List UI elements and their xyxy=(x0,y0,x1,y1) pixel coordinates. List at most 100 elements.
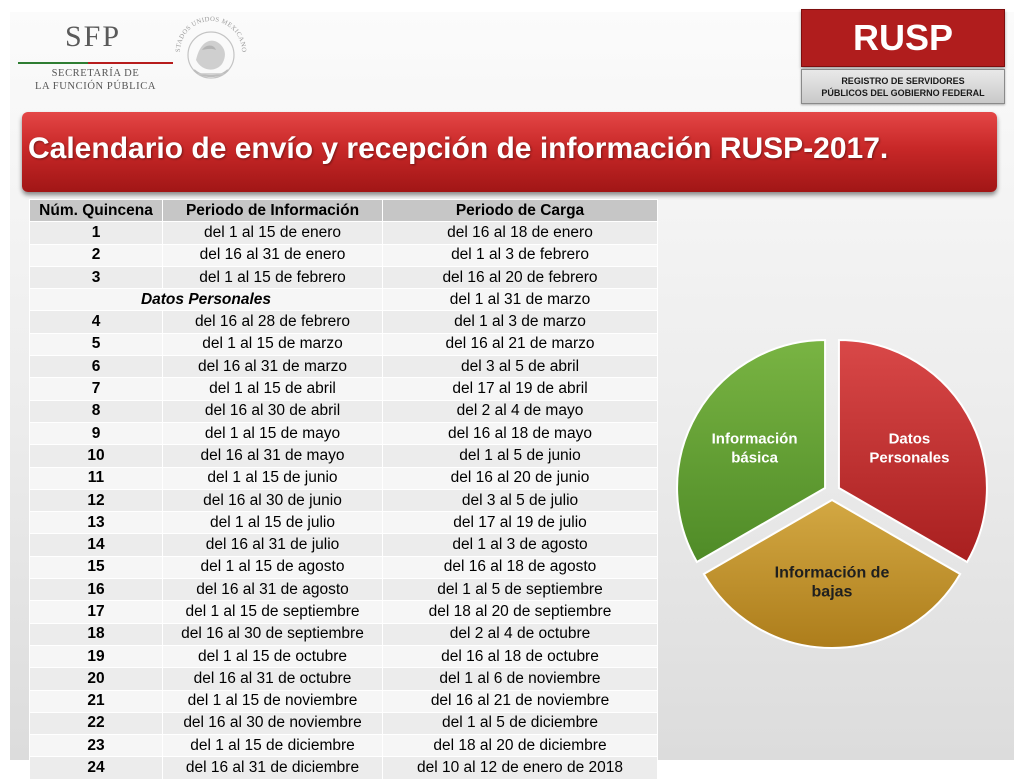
table-row: 5 del 1 al 15 de marzo del 16 al 21 de mar… xyxy=(29,332,658,357)
table-row: 7 del 1 al 15 de abril del 17 al 19 de abr… xyxy=(29,377,658,401)
quincena-number: 13 xyxy=(29,511,163,535)
table-row: 10 del 16 al 31 de mayo del 1 al 5 de juni… xyxy=(29,444,658,468)
quincena-number: 4 xyxy=(29,310,163,334)
periodo-carga: del 16 al 20 de febrero xyxy=(382,265,658,290)
quincena-number: 23 xyxy=(29,734,163,758)
table-row: 4 del 16 al 28 de febrero del 1 al 3 de ma… xyxy=(29,310,658,334)
quincena-number: 1 xyxy=(29,221,163,245)
rusp-subtitle-line2: PÚBLICOS DEL GOBIERNO FEDERAL xyxy=(821,87,985,98)
quincena-number: 15 xyxy=(29,555,163,580)
table-row: 8 del 16 al 30 de abril del 2 al 4 de mayo xyxy=(29,399,658,423)
pie-label-informacion-bajas: Información de bajas xyxy=(775,564,890,600)
rusp-subtitle-box: REGISTRO DE SERVIDORES PÚBLICOS DEL GOBI… xyxy=(801,69,1005,104)
quincena-number: 21 xyxy=(29,689,163,713)
quincena-number: 10 xyxy=(29,444,163,468)
quincena-number: 24 xyxy=(29,756,163,780)
quincena-number: 6 xyxy=(29,355,163,379)
header-periodo-carga: Periodo de Carga xyxy=(382,198,658,223)
table-row: 17 del 1 al 15 de septiembre del 18 al 20 … xyxy=(29,600,658,624)
datos-personales-carga: del 1 al 31 de marzo xyxy=(382,288,658,312)
periodo-carga: del 1 al 3 de febrero xyxy=(382,243,658,267)
pie-label-line2: bajas xyxy=(812,583,853,600)
datos-personales-label: Datos Personales xyxy=(29,288,383,312)
periodo-informacion: del 16 al 31 de enero xyxy=(162,243,383,267)
periodo-carga: del 2 al 4 de octubre xyxy=(382,622,658,646)
table-row: 12 del 16 al 30 de junio del 3 al 5 de jul… xyxy=(29,488,658,513)
page-title: Calendario de envío y recepción de infor… xyxy=(28,132,889,165)
pie-label-line2: Personales xyxy=(869,449,949,466)
header-periodo-informacion: Periodo de Información xyxy=(162,198,383,223)
pie-slice-informacion-bajas xyxy=(702,498,962,649)
table-row: 24 del 16 al 31 de diciembre del 10 al 12 … xyxy=(29,756,658,780)
table-row: 6 del 16 al 31 de marzo del 3 al 5 de abri… xyxy=(29,355,658,379)
table-row: 1 del 1 al 15 de enero del 16 al 18 de ene… xyxy=(29,221,658,245)
logo-red-line xyxy=(88,62,173,64)
table-row: 20 del 16 al 31 de octubre del 1 al 6 de n… xyxy=(29,667,658,691)
rusp-badge: RUSP xyxy=(801,9,1005,67)
table-row: 11 del 1 al 15 de junio del 16 al 20 de ju… xyxy=(29,466,658,490)
pie-label-line1: Información xyxy=(712,430,798,447)
pie-label-informacion-basica: Información básica xyxy=(712,430,798,466)
periodo-informacion: del 1 al 15 de febrero xyxy=(162,265,383,290)
periodo-carga: del 17 al 19 de abril xyxy=(382,377,658,401)
periodo-carga: del 16 al 21 de marzo xyxy=(382,332,658,357)
pie-label-line1: Información de xyxy=(775,564,890,581)
sfp-logo-line2: LA FUNCIÓN PÚBLICA xyxy=(34,81,157,92)
periodo-informacion: del 16 al 31 de julio xyxy=(162,533,383,557)
periodo-carga: del 3 al 5 de abril xyxy=(382,355,658,379)
quincena-number: 19 xyxy=(29,644,163,669)
periodo-carga: del 1 al 6 de noviembre xyxy=(382,667,658,691)
pie-label-datos-personales: Datos Personales xyxy=(869,430,949,466)
sfp-logo-mark: SFP xyxy=(65,20,122,53)
periodo-informacion: del 16 al 30 de junio xyxy=(162,488,383,513)
pie-label-line2: básica xyxy=(731,449,778,466)
periodo-carga: del 1 al 5 de junio xyxy=(382,444,658,468)
table-row: 3 del 1 al 15 de febrero del 16 al 20 de f… xyxy=(29,265,658,290)
logo-green-line xyxy=(18,62,88,64)
sfp-logo: SFP SECRETARÍA DE LA FUNCIÓN PÚBLICA xyxy=(18,14,173,92)
quincena-number: 12 xyxy=(29,488,163,513)
quincena-number: 11 xyxy=(29,466,163,490)
periodo-carga: del 1 al 5 de diciembre xyxy=(382,711,658,736)
periodo-informacion: del 1 al 15 de marzo xyxy=(162,332,383,357)
periodo-informacion: del 16 al 30 de septiembre xyxy=(162,622,383,646)
sfp-logo-line1: SECRETARÍA DE xyxy=(51,68,140,79)
periodo-carga: del 16 al 18 de mayo xyxy=(382,421,658,446)
table-row: 22 del 16 al 30 de noviembre del 1 al 5 de… xyxy=(29,711,658,736)
periodo-carga: del 1 al 3 de marzo xyxy=(382,310,658,334)
periodo-carga: del 10 al 12 de enero de 2018 xyxy=(382,756,658,780)
quincena-number: 14 xyxy=(29,533,163,557)
periodo-informacion: del 16 al 31 de diciembre xyxy=(162,756,383,780)
periodo-carga: del 16 al 20 de junio xyxy=(382,466,658,490)
periodo-carga: del 16 al 18 de agosto xyxy=(382,555,658,580)
quincena-number: 5 xyxy=(29,332,163,357)
periodo-carga: del 3 al 5 de julio xyxy=(382,488,658,513)
periodo-informacion: del 1 al 15 de octubre xyxy=(162,644,383,669)
periodo-carga: del 2 al 4 de mayo xyxy=(382,399,658,423)
quincena-number: 20 xyxy=(29,667,163,691)
periodo-informacion: del 1 al 15 de enero xyxy=(162,221,383,245)
periodo-informacion: del 16 al 31 de mayo xyxy=(162,444,383,468)
periodo-informacion: del 1 al 15 de agosto xyxy=(162,555,383,580)
periodo-informacion: del 1 al 15 de noviembre xyxy=(162,689,383,713)
table-row-datos-personales: Datos Personales del 1 al 31 de marzo xyxy=(29,288,658,312)
table-row: 9 del 1 al 15 de mayo del 16 al 18 de mayo xyxy=(29,421,658,446)
periodo-carga: del 1 al 5 de septiembre xyxy=(382,578,658,602)
table-row: 18 del 16 al 30 de septiembre del 2 al 4 d… xyxy=(29,622,658,646)
periodo-carga: del 17 al 19 de julio xyxy=(382,511,658,535)
periodo-informacion: del 16 al 31 de marzo xyxy=(162,355,383,379)
pie-label-line1: Datos xyxy=(889,430,931,447)
quincena-number: 9 xyxy=(29,421,163,446)
table-row: 23 del 1 al 15 de diciembre del 18 al 20 d… xyxy=(29,734,658,758)
quincena-number: 8 xyxy=(29,399,163,423)
periodo-informacion: del 1 al 15 de septiembre xyxy=(162,600,383,624)
table-row: 15 del 1 al 15 de agosto del 16 al 18 de a… xyxy=(29,555,658,580)
quincena-number: 7 xyxy=(29,377,163,401)
periodo-carga: del 18 al 20 de diciembre xyxy=(382,734,658,758)
periodo-carga: del 1 al 3 de agosto xyxy=(382,533,658,557)
quincena-number: 17 xyxy=(29,600,163,624)
periodo-informacion: del 1 al 15 de mayo xyxy=(162,421,383,446)
table-row: 2 del 16 al 31 de enero del 1 al 3 de febr… xyxy=(29,243,658,267)
header-num-quincena: Núm. Quincena xyxy=(29,198,163,223)
